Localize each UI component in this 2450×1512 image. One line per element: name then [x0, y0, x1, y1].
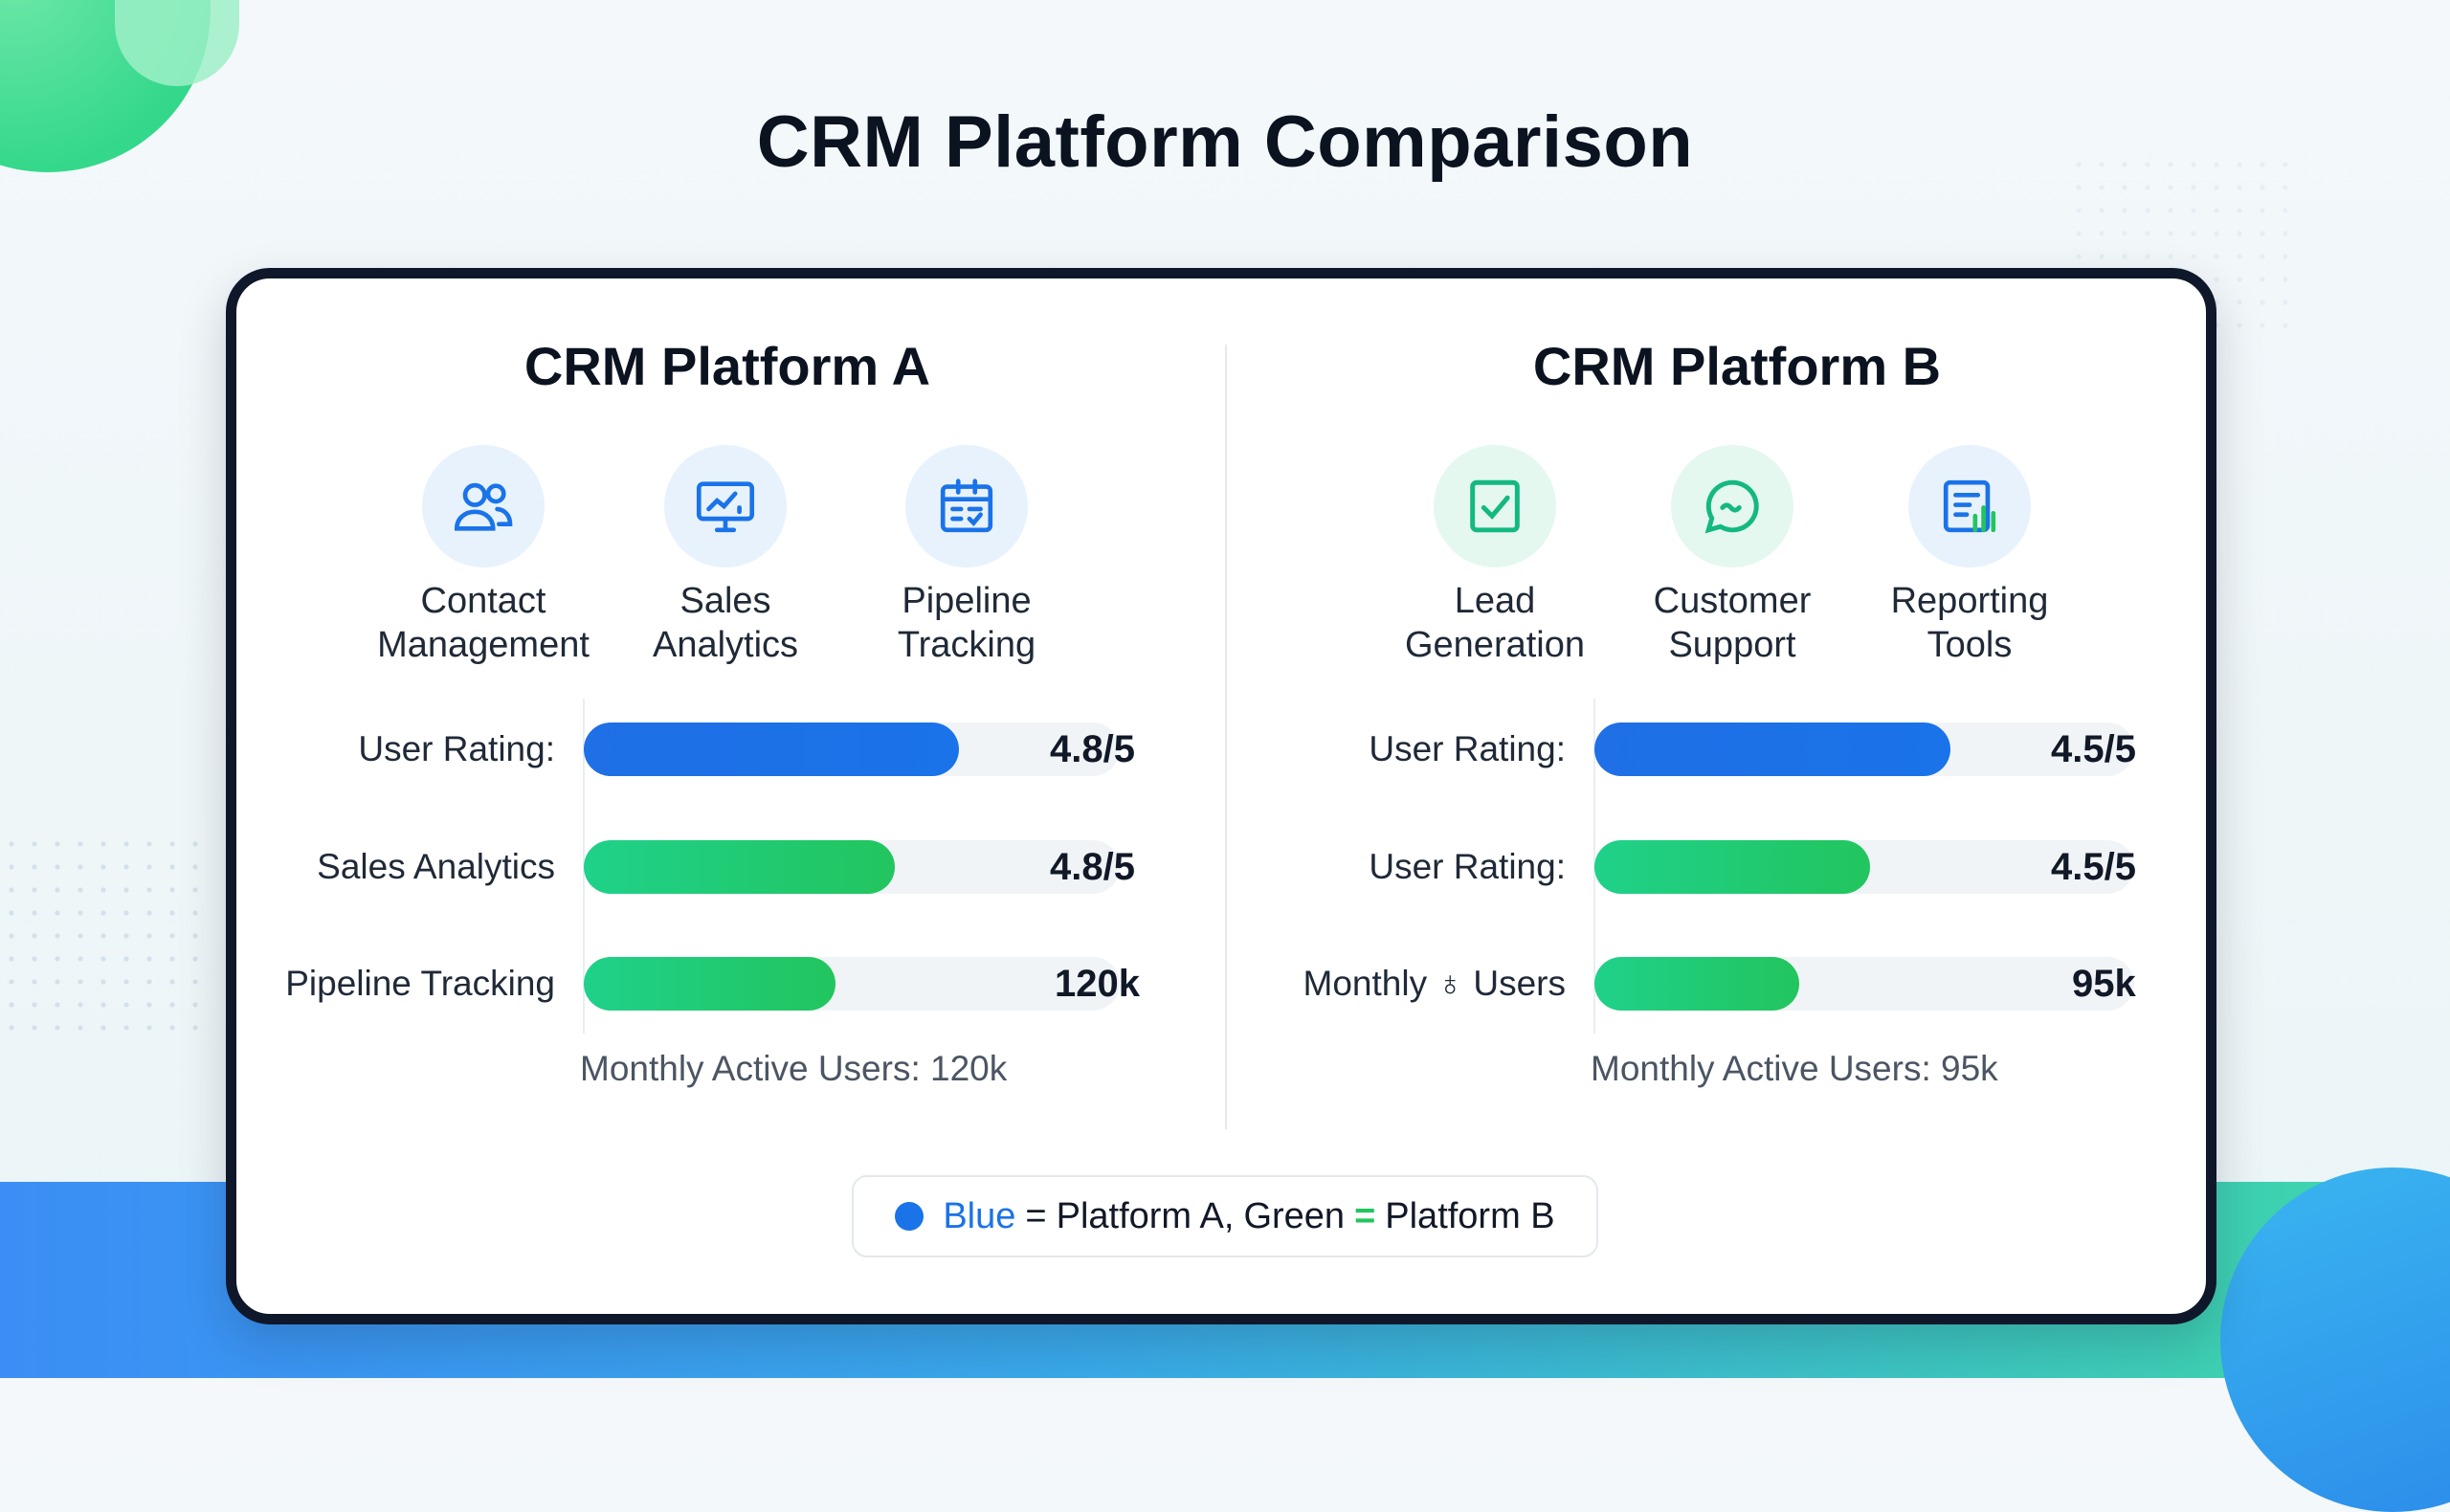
- platform-b-bar-user-rating: [1594, 723, 1950, 776]
- feature-customer-support: Customer Support: [1608, 445, 1857, 667]
- platform-a-value: 4.8/5: [1050, 728, 1135, 770]
- platform-a-bar-sales-analytics: [584, 840, 895, 894]
- report-document-icon: [1908, 445, 2031, 567]
- comparison-card: [226, 268, 2216, 1324]
- feature-label: Contact Management: [377, 581, 590, 665]
- platform-b-value: 4.5/5: [2051, 728, 2136, 770]
- feature-label: Reporting Tools: [1890, 581, 2049, 665]
- legend-equals: =: [1025, 1195, 1047, 1236]
- platform-a-value: 4.8/5: [1050, 846, 1135, 888]
- clipboard-calendar-icon: [905, 445, 1028, 567]
- feature-lead-generation: Lead Generation: [1370, 445, 1619, 667]
- legend: Blue = Platform A, Green = Platform B: [852, 1175, 1598, 1257]
- feature-pipeline-tracking: Pipeline Tracking: [842, 445, 1091, 667]
- platform-b-metric-label: User Rating:: [1369, 847, 1566, 886]
- platform-b-value: 4.5/5: [2051, 846, 2136, 888]
- platform-a-metric-label: User Rating:: [358, 729, 555, 768]
- decor-dots-left: [0, 833, 201, 1043]
- platform-b-title: CRM Platform B: [1532, 336, 1942, 396]
- platform-b-bar-user-rating-2: [1594, 840, 1870, 894]
- feature-label: Sales Analytics: [652, 581, 799, 665]
- users-icon: [422, 445, 545, 567]
- legend-equals-green: =: [1354, 1195, 1376, 1236]
- feature-label: Lead Generation: [1404, 581, 1585, 665]
- platform-a-metric-label: Sales Analytics: [317, 847, 555, 886]
- platform-b-bar-monthly-users: [1594, 957, 1799, 1011]
- platform-a-metric-label: Pipeline Tracking: [285, 964, 555, 1003]
- legend-green-word: Green: [1243, 1195, 1346, 1236]
- legend-blue-word: Blue: [943, 1195, 1016, 1236]
- page-title: CRM Platform Comparison: [756, 101, 1694, 183]
- monitor-chart-icon: [664, 445, 787, 567]
- platform-a-bar-pipeline-tracking: [584, 957, 835, 1011]
- checkbox-icon: [1434, 445, 1556, 567]
- feature-sales-analytics: Sales Analytics: [601, 445, 850, 667]
- platform-a-title: CRM Platform A: [523, 336, 931, 396]
- platform-a-value: 120k: [1055, 963, 1140, 1005]
- column-divider: [1225, 345, 1227, 1129]
- platform-a-bar-user-rating: [584, 723, 959, 776]
- platform-b-metric-label: Monthly ♁ Users: [1303, 964, 1566, 1003]
- feature-contact-management: Contact Management: [359, 445, 608, 667]
- feature-label: Customer Support: [1653, 581, 1812, 665]
- platform-b-value: 95k: [2072, 963, 2136, 1005]
- platform-a-footnote: Monthly Active Users: 120k: [580, 1049, 1008, 1088]
- chat-bubble-icon: [1671, 445, 1793, 567]
- feature-label: Pipeline Tracking: [897, 581, 1036, 665]
- legend-platform-b: Platform B: [1385, 1195, 1555, 1236]
- legend-platform-a: Platform A,: [1056, 1195, 1235, 1236]
- legend-blue-dot: [895, 1202, 924, 1231]
- platform-b-metric-label: User Rating:: [1369, 729, 1566, 768]
- feature-reporting-tools: Reporting Tools: [1845, 445, 2094, 667]
- platform-b-footnote: Monthly Active Users: 95k: [1591, 1049, 1998, 1088]
